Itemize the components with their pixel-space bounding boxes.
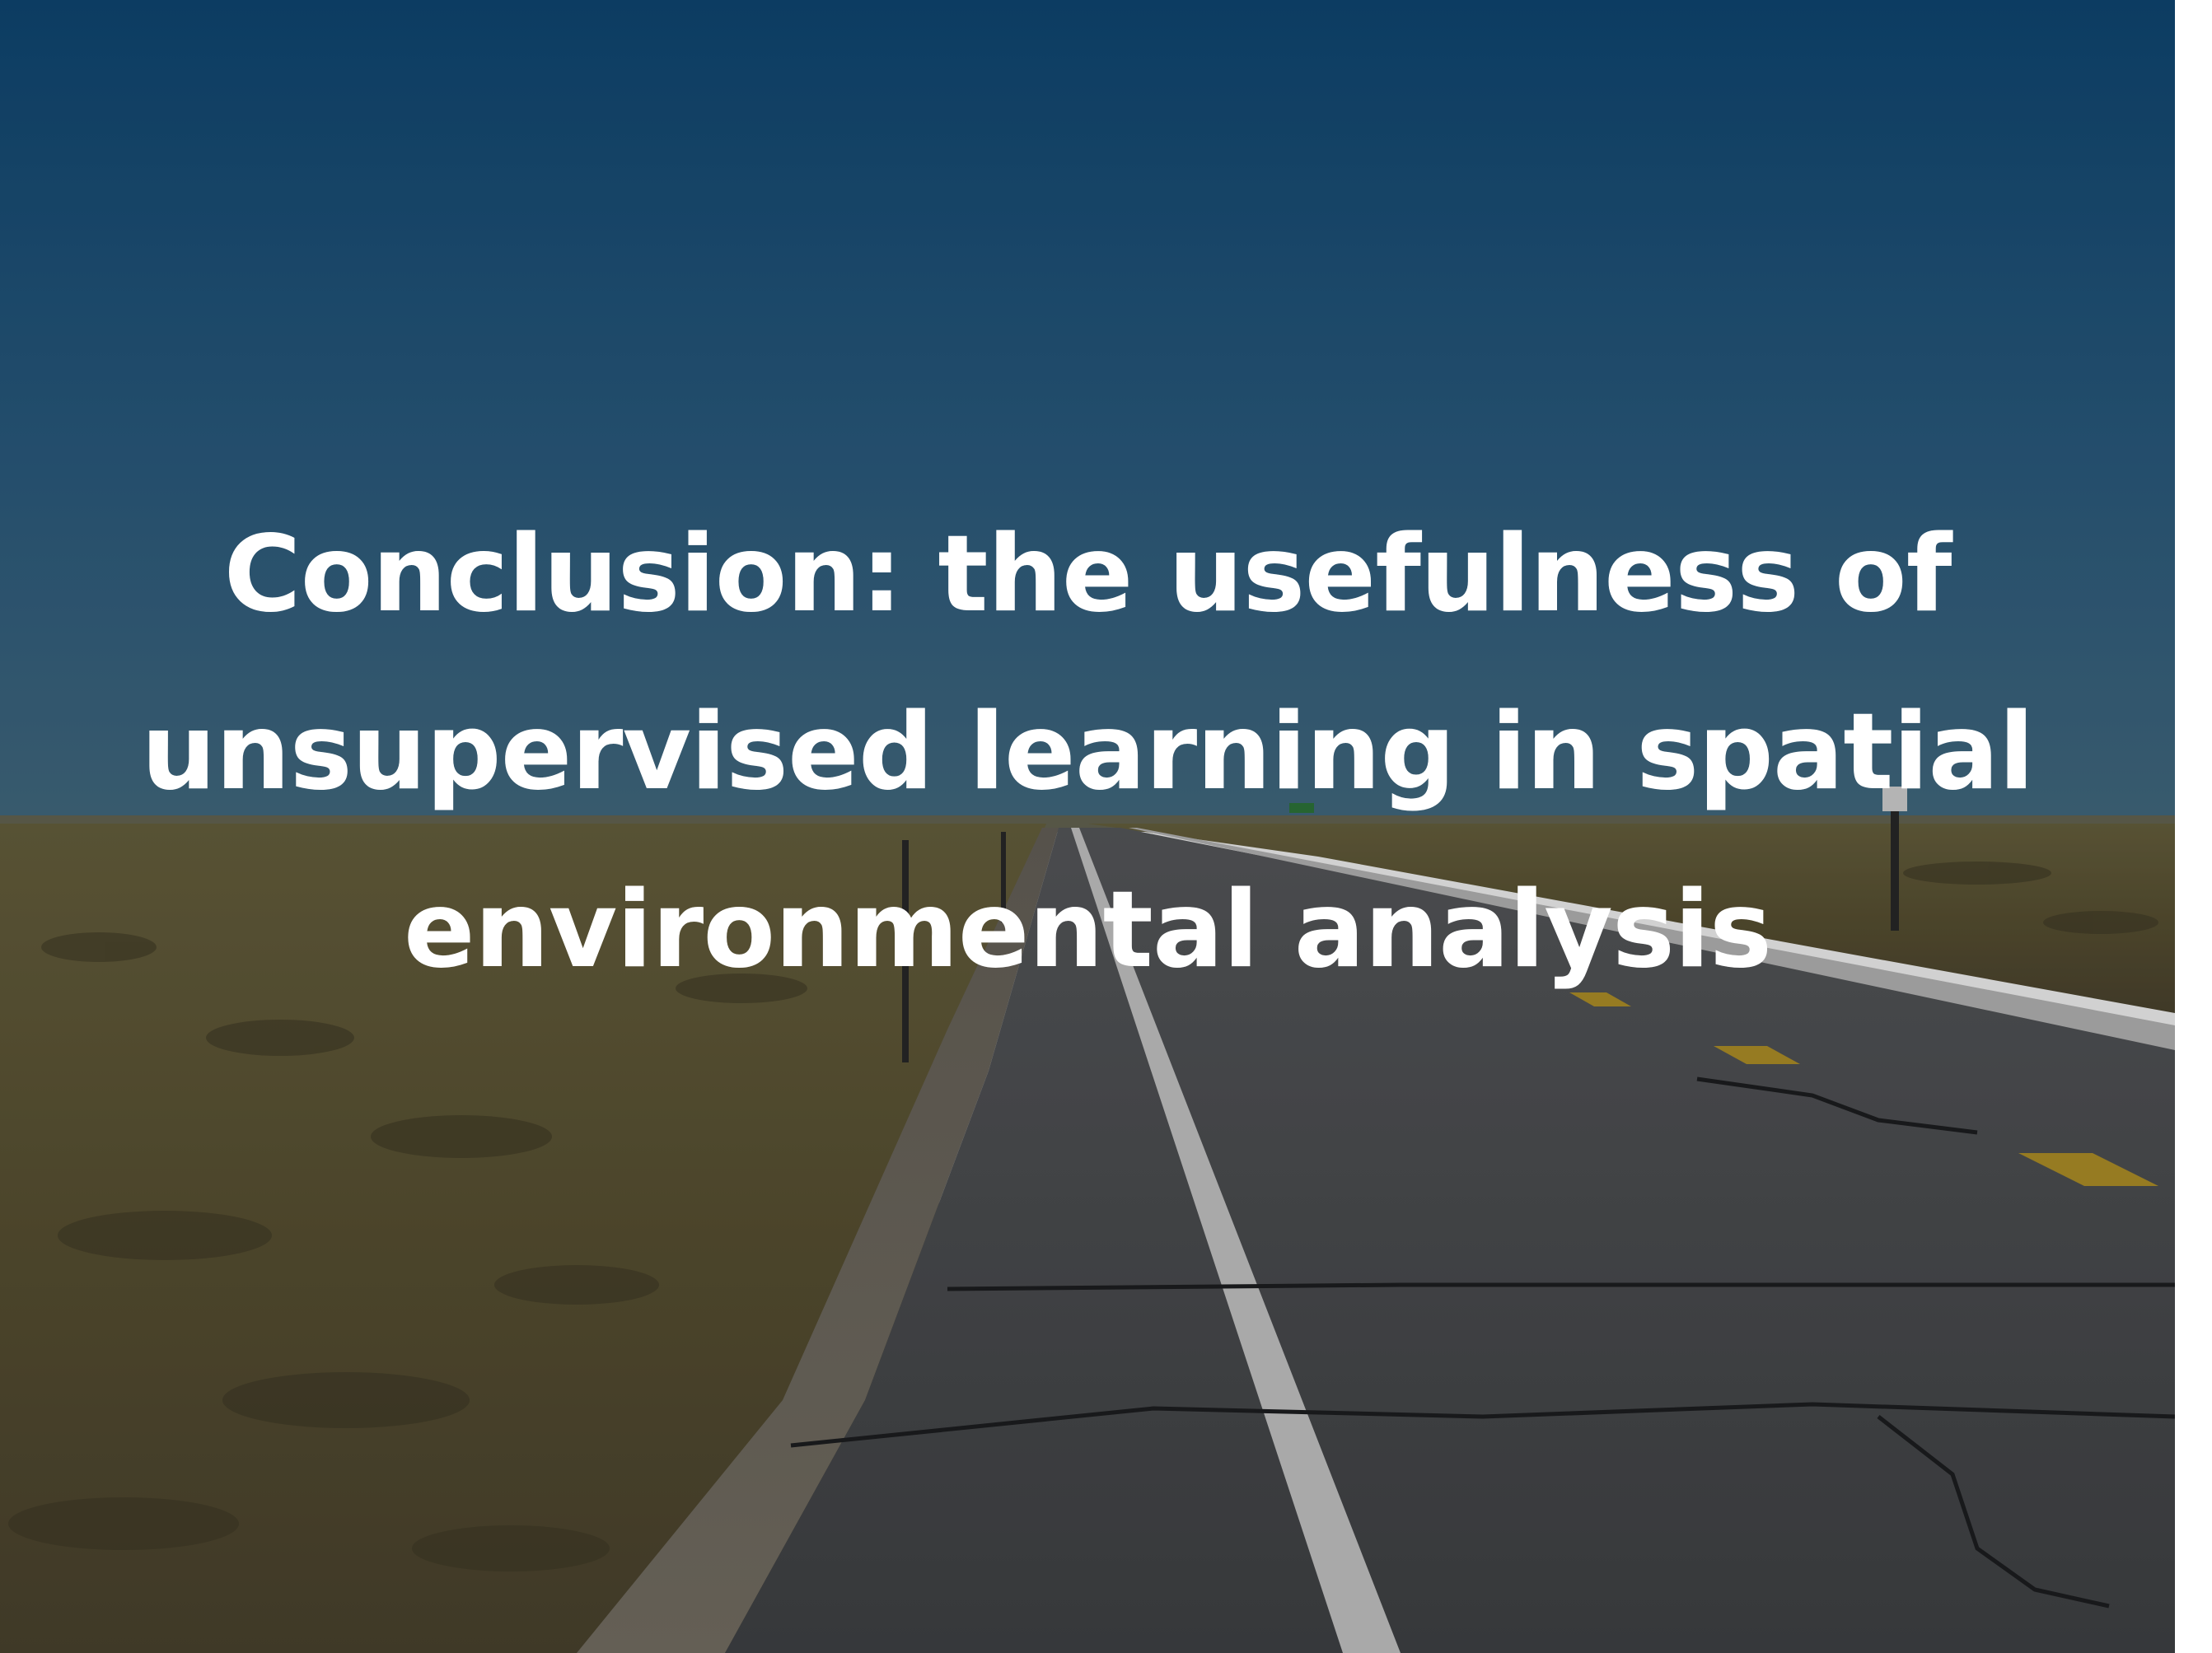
left-gravel-shoulder (577, 828, 1059, 1653)
road-cracks (790, 1076, 2175, 1609)
right-grass-field (1087, 824, 2175, 1013)
sky (0, 0, 2175, 828)
lane-line-white (1071, 828, 1401, 1653)
lane-line-right-edge (1129, 828, 2175, 1050)
scrub-texture (8, 862, 2158, 1571)
road (725, 828, 2175, 1653)
slide-title: Conclusion: the usefulness of unsupervis… (141, 513, 2034, 992)
roadside-posts (902, 787, 1907, 1062)
center-line-dashes (1569, 992, 2158, 1186)
slide-right-margin (2175, 0, 2212, 1653)
